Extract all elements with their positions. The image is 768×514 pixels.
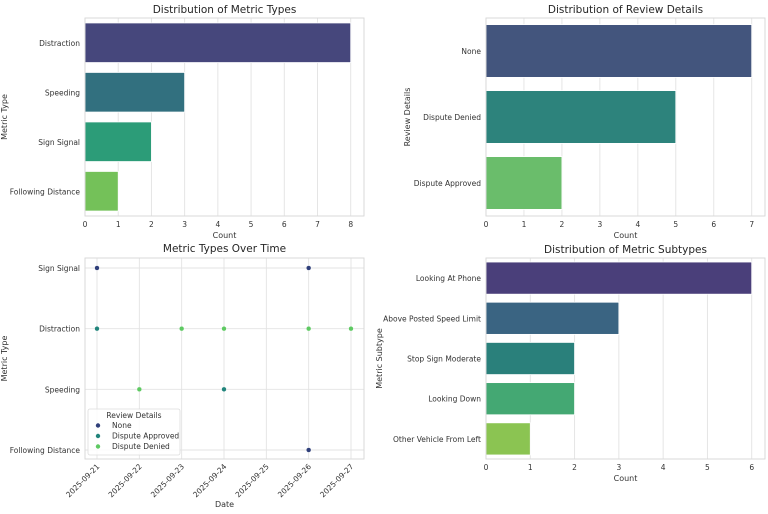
legend-marker [95, 423, 101, 428]
x-tick-label: 2 [560, 220, 565, 229]
axes-frame [84, 257, 365, 460]
bar [485, 156, 563, 210]
chart-metric-types-over-time: 2025-09-21 2025-09-22 2025-09-23 2025-09-24… [0, 243, 365, 509]
x-tick-label: 2025-09-21 [64, 462, 101, 499]
data-point [136, 386, 142, 392]
y-tick-label: Sign Signal [38, 138, 80, 147]
x-axis-label: Count [213, 231, 237, 240]
y-axis-label: Metric Type [0, 336, 9, 382]
y-tick-label: None [461, 47, 481, 56]
x-tick-label: 1 [522, 220, 527, 229]
legend-label: Dispute Approved [112, 432, 179, 441]
x-tick-label: 1 [528, 463, 533, 472]
y-tick-label: Above Posted Speed Limit [383, 314, 481, 323]
x-tick-label: 0 [484, 463, 489, 472]
x-tick-label: 5 [705, 463, 710, 472]
data-point [306, 265, 312, 271]
data-point [94, 265, 100, 271]
chart-title: Distribution of Metric Types [153, 4, 297, 16]
x-axis-label: Count [614, 231, 638, 240]
y-axis-label: Metric Subtype [375, 328, 384, 389]
x-tick-label: 3 [597, 220, 602, 229]
x-axis-label: Date [215, 500, 234, 509]
y-tick-label: Sign Signal [38, 264, 80, 273]
bar [485, 342, 575, 375]
x-tick-label: 8 [348, 220, 353, 229]
x-tick-label: 4 [635, 220, 640, 229]
y-tick-label: Speeding [45, 385, 80, 394]
legend-label: Dispute Denied [112, 442, 170, 451]
x-tick-label: 2025-09-27 [318, 462, 355, 499]
x-tick-label: 6 [711, 220, 716, 229]
data-point [94, 326, 100, 332]
legend-box [87, 408, 181, 456]
y-tick-label: Following Distance [10, 446, 81, 455]
x-tick-label: 2025-09-25 [234, 462, 271, 499]
bar [84, 121, 152, 162]
data-point [221, 326, 227, 332]
x-tick-label: 1 [116, 220, 121, 229]
x-tick-label: 2 [572, 463, 577, 472]
bar [485, 261, 753, 295]
legend-marker [95, 444, 101, 449]
x-tick-label: 5 [673, 220, 678, 229]
axes-frame [485, 17, 766, 217]
x-tick-label: 4 [661, 463, 666, 472]
x-tick-label: 2025-09-26 [276, 462, 313, 499]
x-tick-label: 4 [215, 220, 220, 229]
bar [485, 422, 531, 456]
y-tick-label: Dispute Denied [423, 113, 481, 122]
y-tick-label: Dispute Approved [414, 179, 481, 188]
data-point [221, 386, 227, 392]
chart-metric-types: 0 1 2 3 4 5 6 7 8 Distraction Speeding Sign Signal F… [0, 4, 365, 240]
bar [485, 24, 753, 78]
axes-frame [84, 17, 365, 217]
x-tick-label: 2 [149, 220, 154, 229]
y-tick-label: Looking At Phone [416, 274, 481, 283]
x-tick-label: 0 [83, 220, 88, 229]
bar [485, 382, 575, 416]
bar [84, 22, 352, 63]
legend-label: None [112, 421, 132, 430]
y-tick-label: Speeding [45, 88, 80, 97]
legend-marker [95, 433, 101, 439]
legend-title: Review Details [106, 411, 161, 420]
y-tick-label: Following Distance [10, 187, 81, 196]
x-axis-label: Count [614, 474, 638, 483]
y-tick-label: Other Vehicle From Left [393, 435, 481, 444]
x-tick-label: 7 [315, 220, 320, 229]
axes-frame [485, 257, 766, 460]
bar [485, 90, 677, 144]
chart-title: Metric Types Over Time [163, 243, 286, 255]
y-tick-label: Stop Sign Moderate [407, 355, 481, 364]
data-point [179, 326, 185, 332]
x-tick-label: 3 [182, 220, 187, 229]
x-tick-label: 0 [484, 220, 489, 229]
y-tick-label: Distraction [39, 325, 80, 334]
bar [84, 72, 186, 113]
data-point [306, 447, 312, 453]
x-tick-label: 3 [616, 463, 621, 472]
x-tick-label: 6 [749, 463, 754, 472]
data-point [306, 326, 312, 332]
data-point [348, 326, 354, 332]
x-tick-label: 2025-09-23 [149, 462, 186, 499]
x-tick-label: 6 [282, 220, 287, 229]
bar [485, 301, 620, 335]
chart-title: Distribution of Metric Subtypes [544, 244, 707, 256]
y-axis-label: Metric Type [0, 94, 9, 140]
chart-title: Distribution of Review Details [548, 4, 703, 16]
x-tick-label: 2025-09-24 [191, 462, 228, 499]
y-axis-label: Review Details [403, 88, 412, 147]
x-tick-label: 2025-09-22 [107, 462, 144, 499]
chart-review-details: 0 1 2 3 4 5 6 7 None Dispute Denied Dispute Approv… [403, 4, 766, 240]
x-tick-label: 5 [249, 220, 254, 229]
x-tick-label: 7 [749, 220, 754, 229]
bar [84, 171, 119, 212]
y-tick-label: Looking Down [428, 395, 481, 404]
y-tick-label: Distraction [39, 39, 80, 48]
chart-metric-subtypes: 0 1 2 3 4 5 6 Looking At Phone Above Posted Spee… [375, 244, 766, 483]
